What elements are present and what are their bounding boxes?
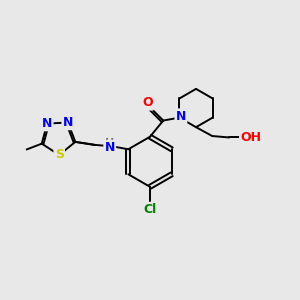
Text: N: N [63, 116, 73, 129]
Text: N: N [42, 117, 52, 130]
Text: Cl: Cl [143, 203, 157, 216]
Text: N: N [176, 110, 186, 123]
Text: S: S [55, 148, 64, 161]
Text: N: N [105, 141, 115, 154]
Text: OH: OH [240, 131, 261, 144]
Text: H: H [105, 138, 114, 148]
Text: O: O [142, 96, 153, 110]
